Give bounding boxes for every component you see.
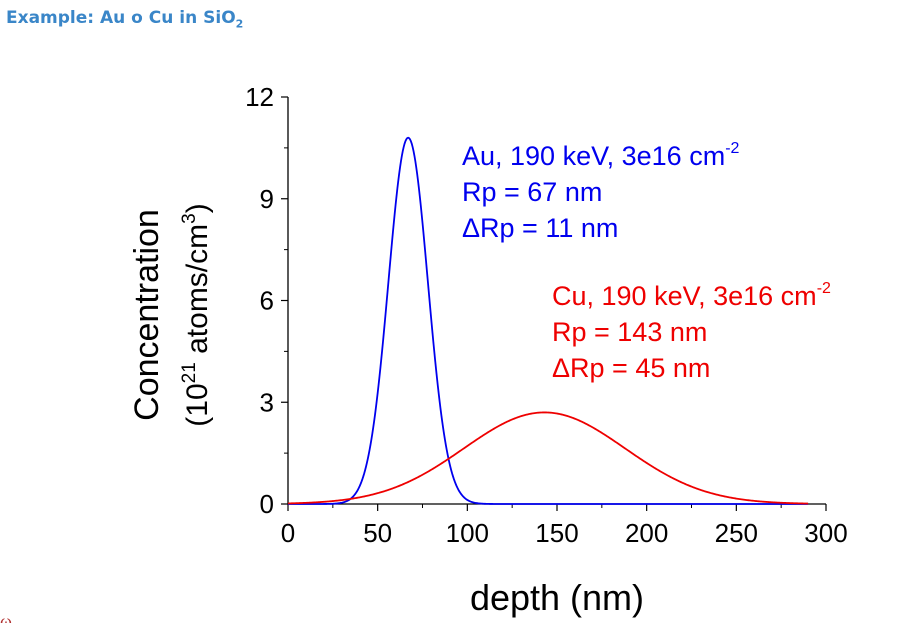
y-tick-label: 12: [245, 82, 274, 112]
slide-title: Example: Au o Cu in SiO2: [6, 8, 243, 30]
annotation-cu-line3: ΔRp = 45 nm: [552, 353, 710, 383]
annotation-au-line1: Au, 190 keV, 3e16 cm-2: [462, 140, 740, 171]
x-tick-label: 200: [625, 518, 668, 548]
y-axis-title-text: ): [181, 203, 214, 213]
x-tick-label: 300: [804, 518, 847, 548]
x-axis-title: depth (nm): [470, 577, 644, 618]
y-tick-label: 0: [260, 489, 274, 519]
y-axis-title-line1: Concentration: [128, 209, 166, 421]
annotation-cu-line1: Cu, 190 keV, 3e16 cm-2: [552, 280, 831, 311]
slide-title-subscript: 2: [235, 17, 244, 31]
y-axis-title-text: (10: [181, 383, 214, 426]
y-tick-label: 9: [260, 184, 274, 214]
y-axis-title-superscript: 3: [179, 213, 200, 224]
y-axis-title-superscript: 21: [179, 362, 200, 383]
annotation-superscript: -2: [725, 140, 739, 157]
annotation-superscript: -2: [817, 280, 831, 297]
x-tick-label: 250: [715, 518, 758, 548]
annotation-au-line2: Rp = 67 nm: [462, 177, 602, 207]
y-tick-label: 3: [260, 387, 274, 417]
annotation-cu-line2: Rp = 143 nm: [552, 317, 707, 347]
y-axis-title-text: atoms/cm: [181, 224, 214, 362]
x-tick-label: 150: [535, 518, 578, 548]
slide-title-text: Example: Au o Cu in SiO: [6, 8, 236, 28]
series-au-line: [288, 136, 809, 505]
series-cu-line: [287, 411, 809, 505]
x-tick-label: 0: [281, 518, 295, 548]
annotation-au-line3: ΔRp = 11 nm: [462, 213, 618, 243]
x-tick-label: 50: [363, 518, 392, 548]
corner-decoration: ω: [0, 611, 12, 623]
annotation-text: Cu, 190 keV, 3e16 cm: [552, 281, 817, 311]
y-axis-title-line2: (1021 atoms/cm3): [179, 203, 214, 426]
y-tick-label: 6: [260, 286, 274, 316]
annotation-text: Au, 190 keV, 3e16 cm: [462, 141, 725, 171]
x-tick-label: 100: [446, 518, 489, 548]
